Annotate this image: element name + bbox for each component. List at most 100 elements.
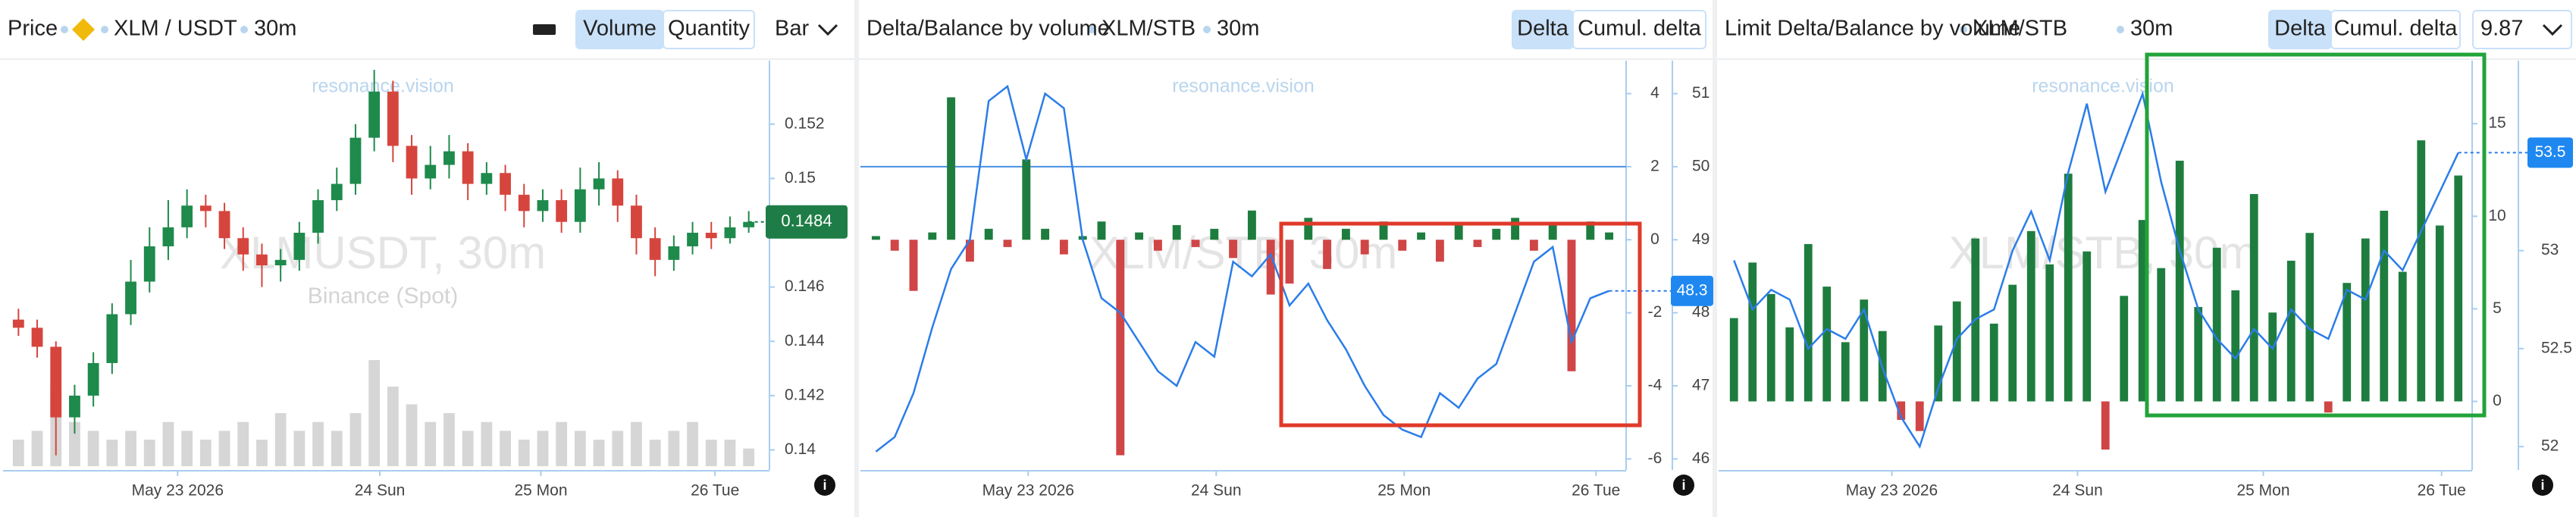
- dropdown-label[interactable]: Bar: [775, 17, 809, 41]
- x-tick-label: 26 Tue: [2418, 482, 2466, 500]
- delta-bar: [2324, 401, 2333, 413]
- last-value-tag: [2527, 137, 2573, 168]
- y-tick-label: 0: [2493, 392, 2502, 409]
- delta-bar: [1304, 218, 1313, 240]
- delta-bar: [2175, 161, 2184, 402]
- x-tick-label: May 23 2026: [982, 482, 1074, 500]
- y-tick-label: 10: [2488, 207, 2505, 224]
- delta-bar: [1989, 323, 1998, 402]
- volume-bar: [518, 440, 530, 466]
- last-price-label: 0.1484: [781, 212, 832, 230]
- y-tick-label: 15: [2488, 114, 2505, 132]
- delta-bar: [2082, 251, 2092, 402]
- exchange-logo[interactable]: [72, 18, 95, 41]
- x-tick-label: 25 Mon: [514, 482, 567, 500]
- volume-bar: [31, 431, 43, 466]
- toggle-label[interactable]: Volume: [583, 17, 657, 41]
- candle-body: [743, 221, 755, 227]
- info-button[interactable]: [814, 475, 835, 496]
- volume-bar: [556, 421, 568, 466]
- candle-body: [724, 227, 736, 239]
- x-tick-label: 25 Mon: [1377, 482, 1431, 500]
- dropdown-chevron[interactable]: [817, 24, 838, 36]
- delta-bar: [1041, 228, 1050, 240]
- cumulative-line: [1733, 90, 2459, 450]
- candle-body: [69, 395, 80, 418]
- volume-bar: [612, 431, 624, 466]
- volume-bar: [162, 421, 174, 466]
- volume-bar: [631, 421, 642, 466]
- toggle-button[interactable]: [663, 10, 755, 49]
- dropdown-label[interactable]: 9.87: [2480, 17, 2523, 41]
- separator-dot: [61, 26, 68, 33]
- toggle-label[interactable]: Delta: [1517, 17, 1569, 41]
- delta-bar: [1097, 221, 1106, 240]
- candle-body: [668, 246, 680, 260]
- delta-bar: [1172, 225, 1181, 240]
- candle-body: [574, 189, 586, 222]
- info-button[interactable]: [1673, 475, 1694, 496]
- symbol[interactable]: XLM/STB: [1973, 17, 2067, 41]
- y-tick-label: 5: [2493, 299, 2502, 317]
- toggle-button[interactable]: [2330, 10, 2461, 49]
- y-tick-label: 4: [1650, 84, 1659, 102]
- symbol[interactable]: XLM/STB: [1102, 17, 1196, 41]
- toggle-label[interactable]: Cumul. delta: [2334, 17, 2458, 41]
- candle-body: [31, 327, 43, 347]
- toggle-label[interactable]: Delta: [2274, 17, 2327, 41]
- x-tick-label: 25 Mon: [2236, 482, 2289, 500]
- candle-body: [556, 200, 568, 222]
- candle-body: [368, 91, 381, 138]
- y-tick-label: 0.144: [785, 332, 825, 349]
- x-tick-label: May 23 2026: [132, 482, 224, 500]
- volume-bar: [705, 440, 717, 466]
- delta-bar: [2305, 233, 2314, 402]
- last-value-tag: [1671, 275, 1713, 306]
- dropdown[interactable]: [2472, 10, 2572, 49]
- volume-bar: [293, 431, 306, 466]
- candle-body: [481, 173, 493, 184]
- candle-body: [181, 205, 193, 227]
- x-tick-label: 26 Tue: [1572, 482, 1620, 500]
- y2-tick-label: 49: [1692, 230, 1709, 248]
- delta-bar: [2268, 312, 2277, 402]
- dropdown-chevron[interactable]: [2542, 24, 2563, 36]
- delta-bar: [1323, 240, 1332, 269]
- delta-bar: [1398, 240, 1407, 251]
- delta-bar: [1285, 240, 1294, 284]
- y-tick-label: 0.146: [785, 277, 825, 295]
- delta-bar: [2138, 220, 2147, 402]
- delta-bar: [2045, 264, 2054, 402]
- delta-bar: [1804, 243, 1813, 402]
- delta-bar: [1822, 287, 1832, 402]
- interval[interactable]: 30m: [2130, 17, 2173, 41]
- volume-bar: [87, 431, 99, 466]
- candle-body: [256, 254, 268, 265]
- volume-bar: [481, 421, 493, 466]
- delta-bar: [1952, 301, 1961, 402]
- candle-body: [106, 314, 118, 363]
- candle-body: [349, 137, 362, 184]
- interval[interactable]: 30m: [254, 17, 296, 41]
- toggle-button[interactable]: [1572, 10, 1706, 49]
- delta-bar: [1915, 401, 1924, 431]
- volume-bar: [106, 440, 118, 466]
- candle-body: [518, 194, 530, 212]
- interval[interactable]: 30m: [1217, 17, 1259, 41]
- toggle-label[interactable]: Quantity: [668, 17, 750, 41]
- info-button[interactable]: [2532, 475, 2553, 496]
- delta-bar: [2417, 140, 2426, 402]
- volume-bar: [349, 413, 362, 466]
- watermark-symbol: XLM/STB, 30m: [1949, 227, 2258, 278]
- symbol[interactable]: XLM / USDT: [114, 17, 237, 41]
- delta-bar: [2343, 283, 2352, 402]
- delta-bar: [1860, 299, 1869, 402]
- ruler-icon[interactable]: [533, 24, 556, 35]
- delta-bar: [1341, 228, 1350, 240]
- toggle-label[interactable]: Cumul. delta: [1578, 17, 1702, 41]
- volume-bar: [425, 421, 437, 466]
- volume-bar: [406, 404, 418, 466]
- volume-bar: [368, 360, 381, 466]
- watermark-site: resonance.vision: [1172, 76, 1315, 97]
- delta-bar: [1229, 240, 1238, 258]
